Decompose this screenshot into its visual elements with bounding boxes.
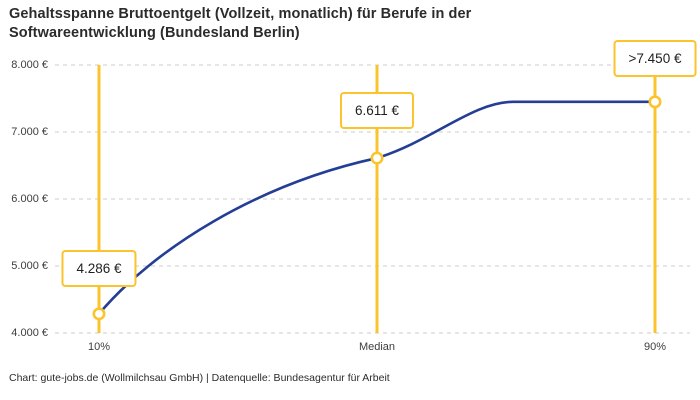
x-axis-tick-label: 90% [643,341,667,353]
y-axis-tick-label: 7.000 € [11,126,48,138]
y-axis-tick-label: 5.000 € [11,260,48,272]
chart-title: Gehaltsspanne Bruttoentgelt (Vollzeit, m… [9,6,472,41]
value-label-box: 4.286 € [61,250,137,287]
value-label-box: >7.450 € [613,40,697,77]
y-axis-tick-label: 8.000 € [11,59,48,71]
chart-footer: Chart: gute-jobs.de (Wollmilchsau GmbH) … [9,372,390,384]
x-axis-tick-label: Median [358,341,396,353]
value-label-box: 6.611 € [339,92,415,129]
x-axis-tick-label: 10% [87,341,111,353]
data-point-marker [92,307,106,321]
data-point-marker [648,95,662,109]
salary-curve [97,100,657,316]
data-point-marker [370,151,384,165]
y-axis-tick-label: 4.000 € [11,327,48,339]
y-axis-tick-label: 6.000 € [11,193,48,205]
